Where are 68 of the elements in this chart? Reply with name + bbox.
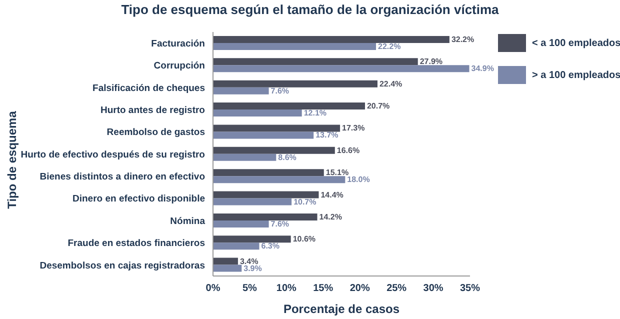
legend-label: < a 100 empleados <box>532 38 620 48</box>
data-label: 7.6% <box>270 219 290 228</box>
x-tick-label: 15% <box>313 283 334 294</box>
bar <box>213 132 314 139</box>
data-label: 12.1% <box>304 108 327 118</box>
data-label: 7.6% <box>270 86 290 96</box>
data-label: 16.6% <box>336 146 360 155</box>
bar <box>213 110 302 117</box>
data-label: 34.9% <box>471 64 494 74</box>
x-tick-label: 10% <box>276 283 297 294</box>
data-label: 20.7% <box>366 102 390 111</box>
data-label: 22.2% <box>378 42 401 51</box>
data-label: 14.2% <box>319 212 342 222</box>
bar <box>213 87 269 94</box>
data-label: 32.2% <box>451 34 474 44</box>
bar <box>213 264 242 272</box>
data-label: 18.0% <box>347 175 370 184</box>
chart-title: Tipo de esquema según el tamaño de la organización víctima <box>120 2 500 17</box>
x-tick-label: 5% <box>242 283 258 294</box>
data-label: 6.3% <box>261 242 280 251</box>
bar <box>213 191 319 198</box>
bar <box>213 220 269 228</box>
data-label: 3.9% <box>244 264 262 273</box>
y-tick-label: Hurto antes de registro <box>100 105 206 116</box>
bar <box>213 146 335 154</box>
bar <box>213 176 346 184</box>
data-label: 22.4% <box>379 79 402 88</box>
y-tick-label: Corrupción <box>154 60 206 72</box>
bar <box>213 80 378 88</box>
data-label: 17.3% <box>342 124 365 133</box>
data-label: 13.7% <box>316 130 338 140</box>
y-tick-label: Facturación <box>151 38 206 50</box>
data-label: 8.6% <box>278 152 296 162</box>
y-axis-title: Tipo de esquema <box>5 111 19 209</box>
y-tick-label: Hurto de efectivo después de su registro <box>20 149 206 160</box>
bar <box>213 65 470 72</box>
bar <box>213 124 340 132</box>
bar <box>213 213 318 220</box>
bar <box>213 42 376 50</box>
bar <box>213 242 260 250</box>
y-tick-label: Nómina <box>170 216 206 227</box>
y-tick-label: Bienes distintos a dinero en efectivo <box>40 172 206 183</box>
x-tick-label: 30% <box>423 283 444 294</box>
bar <box>213 236 291 243</box>
data-label: 3.4% <box>240 256 258 266</box>
y-tick-label: Dinero en efectivo disponible <box>72 194 205 205</box>
bar <box>213 258 238 265</box>
data-label: 14.4% <box>320 190 344 200</box>
y-tick-label: Fraude en estados financieros <box>68 238 205 250</box>
bar <box>213 154 276 161</box>
y-tick-label: Desembolsos en cajas registradoras <box>40 260 205 272</box>
bar <box>213 58 418 66</box>
x-tick-label: 25% <box>386 283 407 294</box>
x-axis-title: Porcentaje de casos <box>282 302 401 316</box>
y-tick-label: Falsificación de cheques <box>92 82 205 94</box>
legend-label: > a 100 empleados <box>532 70 620 80</box>
x-tick-label: 0% <box>206 283 220 294</box>
data-label: 15.1% <box>326 168 349 178</box>
bar <box>213 169 324 176</box>
bar <box>213 36 450 43</box>
bar <box>213 102 365 110</box>
data-label: 10.6% <box>292 234 316 244</box>
x-tick-label: 35% <box>460 283 480 294</box>
x-tick-label: 20% <box>350 283 370 294</box>
bar <box>213 198 292 206</box>
y-tick-label: Reembolso de gastos <box>106 127 205 138</box>
data-label: 10.7% <box>294 197 316 206</box>
data-label: 27.9% <box>420 57 443 66</box>
